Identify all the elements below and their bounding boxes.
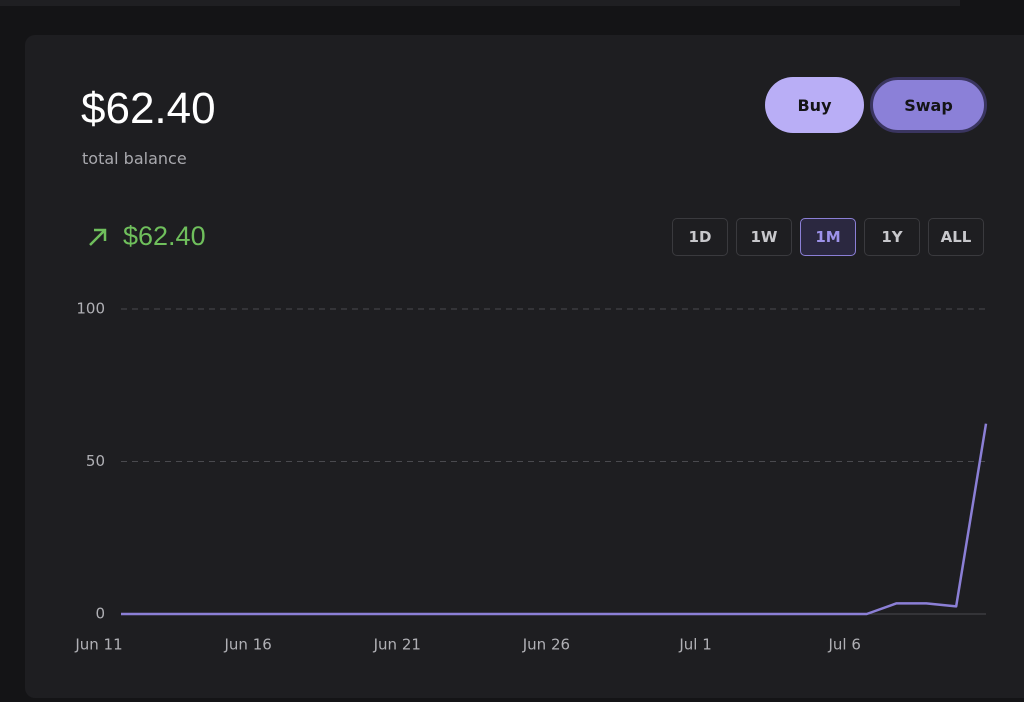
line — [121, 423, 988, 616]
y-tick-label: 0 — [95, 605, 105, 623]
x-tick-label: Jun 16 — [223, 636, 271, 654]
x-tick-label: Jun 11 — [74, 636, 122, 654]
range-button[interactable]: ALL — [928, 218, 984, 256]
range-button[interactable]: 1M — [800, 218, 856, 256]
x-tick-label: Jun 26 — [522, 636, 570, 654]
up-arrow-icon — [89, 228, 107, 246]
range-button[interactable]: 1W — [736, 218, 792, 256]
range-button[interactable]: 1Y — [864, 218, 920, 256]
swap-button[interactable]: Swap — [870, 77, 987, 133]
y-tick-label: 100 — [76, 300, 105, 318]
buy-button[interactable]: Buy — [765, 77, 864, 133]
top-bar — [0, 0, 960, 6]
x-tick-label: Jul 1 — [678, 636, 711, 654]
range-button[interactable]: 1D — [672, 218, 728, 256]
balance-card — [25, 35, 1024, 698]
x-tick-label: Jul 6 — [827, 636, 860, 654]
balance-change: $62.40 — [123, 221, 206, 251]
balance-label: total balance — [82, 149, 187, 168]
balance: $62.40 — [81, 84, 216, 133]
y-tick-label: 50 — [86, 452, 105, 470]
x-tick-label: Jun 21 — [373, 636, 421, 654]
